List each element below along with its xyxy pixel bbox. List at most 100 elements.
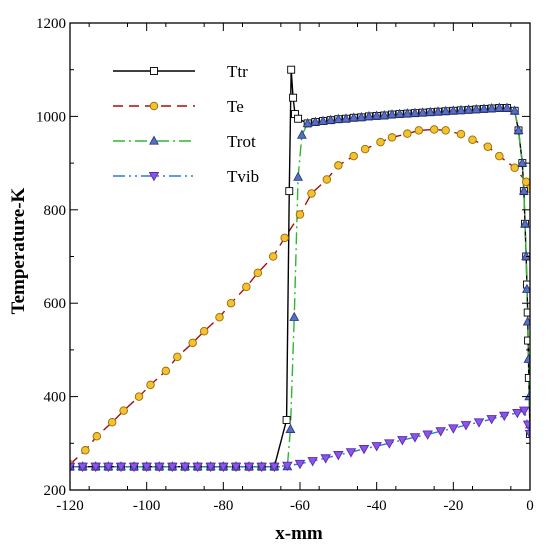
data-point-trot — [325, 114, 336, 124]
legend-marker-tvib — [148, 172, 160, 182]
data-point-trot — [364, 110, 374, 121]
x-tick-label: 0 — [526, 498, 534, 514]
data-point-te — [468, 135, 477, 144]
data-point-trot — [521, 283, 530, 293]
legend-marker-te — [149, 101, 159, 111]
data-point-te — [134, 392, 144, 401]
x-tick-label: -20 — [443, 498, 463, 514]
series-trot — [70, 107, 530, 468]
legend-label-te: Te — [227, 97, 244, 116]
data-point-ttr — [285, 187, 294, 196]
data-point-te — [403, 129, 412, 138]
data-point-trot — [293, 171, 304, 181]
x-axis-title: x-mm — [275, 523, 323, 544]
data-point-te — [268, 252, 278, 261]
data-point-trot — [379, 110, 390, 120]
data-point-tvib — [307, 457, 318, 467]
data-point-te — [349, 151, 358, 161]
legend: Ttr Te Trot Tvib — [113, 62, 259, 186]
data-point-tvib — [473, 418, 485, 428]
y-tick-label: 800 — [44, 203, 67, 219]
data-point-te — [199, 326, 209, 336]
data-point-te — [307, 189, 316, 198]
data-point-te — [81, 446, 90, 455]
data-point-trot — [356, 111, 367, 121]
data-point-te — [119, 406, 128, 415]
data-point-te — [242, 282, 251, 292]
data-point-te — [456, 129, 466, 139]
data-point-trot — [486, 103, 497, 113]
data-point-tvib — [77, 462, 88, 473]
data-point-tvib — [448, 424, 459, 434]
data-point-ttr — [524, 336, 530, 345]
data-point-trot — [520, 218, 530, 228]
data-point-te — [107, 418, 117, 427]
data-point-trot — [417, 107, 428, 117]
data-point-tvib — [294, 459, 306, 470]
data-point-te — [295, 210, 305, 219]
data-point-tvib — [103, 462, 114, 473]
data-point-tvib — [435, 427, 446, 437]
data-point-trot — [456, 104, 466, 114]
data-point-tvib — [90, 462, 101, 473]
series-markers-ttr — [70, 65, 530, 471]
data-point-te — [161, 366, 171, 376]
data-point-te — [146, 380, 155, 390]
data-point-te — [495, 151, 504, 161]
data-point-tvib — [358, 444, 370, 455]
data-point-ttr — [282, 416, 291, 424]
data-point-tvib — [397, 436, 408, 446]
data-point-tvib — [499, 411, 510, 422]
data-point-tvib — [256, 462, 267, 473]
data-point-tvib — [154, 462, 165, 473]
data-point-trot — [402, 108, 413, 118]
y-tick-label: 400 — [44, 390, 67, 406]
data-point-tvib — [179, 462, 191, 473]
data-point-tvib — [70, 462, 76, 473]
data-point-tvib — [524, 430, 530, 440]
data-point-te — [441, 126, 450, 135]
data-point-ttr — [289, 93, 298, 102]
data-point-trot — [471, 103, 482, 114]
plot-frame — [69, 22, 531, 491]
data-point-te — [280, 233, 289, 243]
data-point-trot — [517, 157, 528, 167]
data-point-tvib — [230, 462, 242, 473]
data-point-ttr — [294, 114, 303, 123]
data-point-trot — [394, 108, 405, 118]
data-point-te — [215, 312, 224, 322]
legend-label-trot: Trot — [227, 132, 256, 151]
legend-marker-ttr — [150, 67, 158, 75]
series-ttr — [70, 69, 530, 468]
plot-area — [70, 65, 530, 473]
series-markers-trot — [70, 102, 530, 471]
data-point-te — [173, 352, 182, 362]
data-point-trot — [521, 251, 530, 261]
data-point-trot — [440, 105, 451, 115]
data-point-tvib — [522, 420, 530, 431]
data-point-te — [360, 144, 370, 154]
y-tick-label: 1200 — [36, 16, 66, 32]
data-point-trot — [523, 353, 530, 363]
series-line-tvib — [70, 409, 530, 468]
legend-label-ttr: Ttr — [227, 62, 248, 81]
data-point-te — [226, 298, 236, 308]
data-point-trot — [348, 112, 359, 122]
data-point-te — [521, 177, 530, 187]
data-point-ttr — [523, 308, 530, 317]
y-tick-label: 200 — [44, 483, 67, 499]
data-point-tvib — [269, 462, 280, 473]
data-point-te — [253, 268, 263, 278]
data-point-trot — [425, 106, 436, 116]
data-point-trot — [479, 103, 489, 113]
data-point-tvib — [333, 451, 344, 461]
data-point-tvib — [345, 448, 357, 458]
data-point-trot — [513, 124, 524, 135]
data-point-te — [414, 126, 424, 135]
data-point-tvib — [460, 421, 472, 431]
data-point-tvib — [518, 406, 530, 417]
data-point-te — [483, 142, 493, 152]
data-point-tvib — [422, 430, 433, 440]
data-point-tvib — [167, 462, 178, 473]
